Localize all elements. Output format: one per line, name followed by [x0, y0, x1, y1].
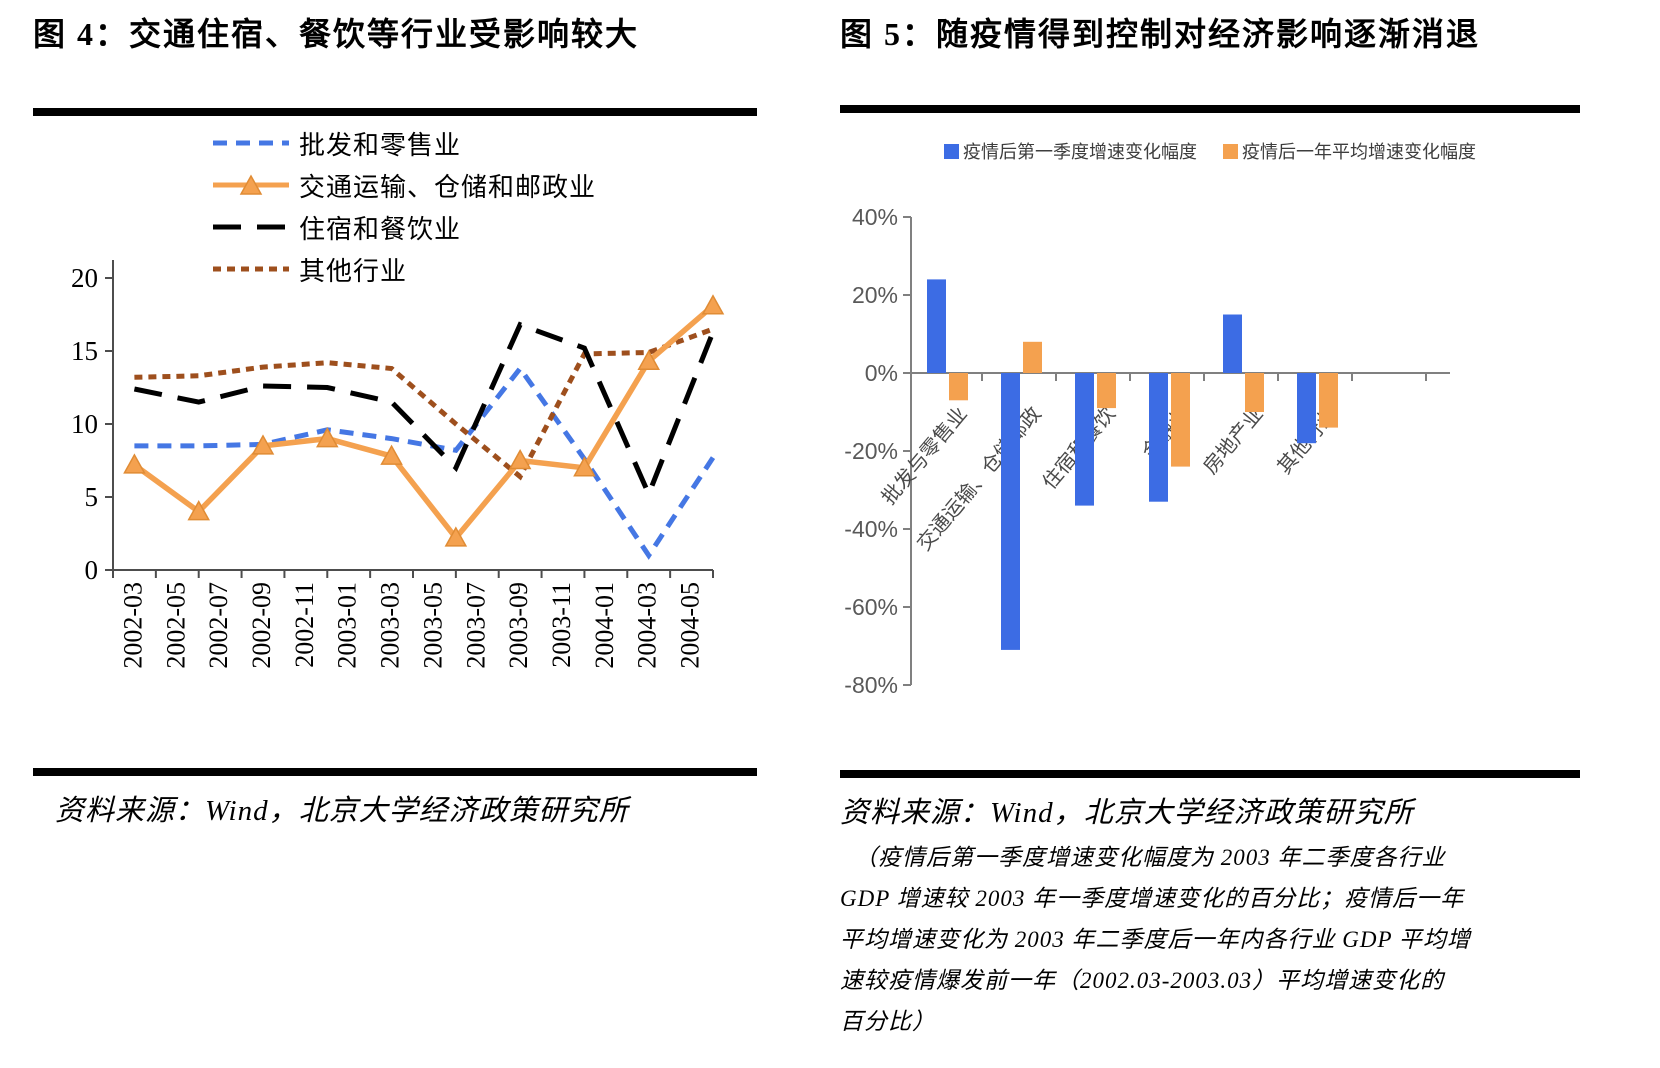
- x-tick-label: 2003-07: [461, 582, 490, 669]
- bar-疫情后第一季度增速变化幅度-金融业: [1149, 373, 1168, 502]
- y-tick-label: 15: [71, 336, 98, 366]
- triangle-marker-icon: [508, 448, 532, 470]
- figure5-legend: 疫情后第一季度增速变化幅度 疫情后一年平均增速变化幅度: [840, 137, 1580, 165]
- figure4-legend-label: 批发和零售业: [299, 130, 462, 160]
- x-tick-label: 2004-03: [633, 582, 662, 669]
- note-line: 速较疫情爆发前一年（2002.03-2003.03）平均增速变化的: [840, 968, 1445, 993]
- triangle-marker-icon: [637, 349, 660, 370]
- figure5-bottom-rule: [840, 770, 1580, 778]
- triangle-marker-icon: [316, 427, 339, 448]
- figure5-legend-label-quarter: 疫情后第一季度增速变化幅度: [963, 142, 1197, 162]
- x-tick-label: 2002-09: [247, 582, 276, 669]
- orange-square-icon: [1223, 143, 1238, 159]
- category-label: 房地产业: [1199, 402, 1268, 478]
- figure4-legend-item: 批发和零售业: [211, 122, 596, 164]
- figure4-legend-item: 住宿和餐饮业: [211, 206, 596, 248]
- legend-line-sample-icon: [213, 224, 289, 230]
- figure4-legend: 批发和零售业交通运输、仓储和邮政业 住宿和餐饮业 其他行业: [211, 122, 596, 290]
- y-tick-label: -40%: [844, 516, 898, 542]
- bar-疫情后一年平均增速变化幅度-交通运输、仓储邮政: [1023, 341, 1042, 373]
- note-line: GDP 增速较 2003 年一季度增速变化的百分比；疫情后一年: [840, 886, 1465, 911]
- bar-疫情后第一季度增速变化幅度-房地产业: [1223, 314, 1242, 373]
- triangle-marker-icon: [187, 500, 210, 521]
- figure5-title: 图 5：随疫情得到控制对经济影响逐渐消退: [840, 16, 1481, 52]
- x-tick-label: 2004-01: [590, 582, 619, 669]
- y-tick-label: 5: [85, 482, 99, 512]
- x-tick-label: 2004-05: [676, 582, 705, 669]
- figure4-top-rule: [33, 108, 757, 116]
- bar-疫情后第一季度增速变化幅度-住宿和餐饮: [1075, 373, 1094, 506]
- figure5-bar-chart: 40%20%0%-20%-40%-60%-80%批发与零售业交通运输、仓储邮政住…: [844, 204, 1450, 698]
- figure5-legend-item-year: 疫情后一年平均增速变化幅度: [1223, 138, 1476, 164]
- bar-疫情后第一季度增速变化幅度-批发与零售业: [927, 279, 946, 373]
- triangle-marker-icon: [123, 453, 146, 474]
- y-tick-label: 20%: [852, 282, 898, 308]
- figure4-panel: 图 4：交通住宿、餐饮等行业受影响较大 批发和零售业交通运输、仓储和邮政业 住宿和…: [33, 0, 757, 829]
- figure5-panel: 图 5：随疫情得到控制对经济影响逐渐消退 疫情后第一季度增速变化幅度 疫情后一年…: [840, 0, 1580, 1042]
- legend-line-sample-icon: [213, 266, 289, 272]
- figure4-title: 图 4：交通住宿、餐饮等行业受影响较大: [33, 16, 640, 52]
- figure4-legend-item: 交通运输、仓储和邮政业: [211, 164, 596, 206]
- figure4-chart-area: 批发和零售业交通运输、仓储和邮政业 住宿和餐饮业 其他行业 0 5 10 15 20 2002…: [33, 116, 757, 690]
- blue-square-icon: [944, 143, 959, 159]
- y-tick-label: 20: [71, 263, 98, 293]
- y-tick-label: 40%: [852, 204, 898, 230]
- y-tick-label: -80%: [844, 672, 898, 698]
- x-tick-label: 2003-01: [333, 582, 362, 669]
- bar-疫情后一年平均增速变化幅度-金融业: [1171, 373, 1190, 467]
- series-line-其他行业: [134, 326, 714, 481]
- legend-line-sample-icon: [213, 140, 289, 146]
- y-tick-label: -60%: [844, 594, 898, 620]
- triangle-marker-icon: [573, 456, 596, 477]
- series-line-交通运输、仓储和邮政业: [132, 303, 715, 543]
- bar-疫情后第一季度增速变化幅度-其他行业: [1297, 373, 1316, 444]
- note-line: 百分比）: [840, 1009, 936, 1034]
- category-label: 交通运输、仓储邮政: [913, 402, 1046, 555]
- y-tick-label: -20%: [844, 438, 898, 464]
- series-line-住宿和餐饮业: [133, 321, 716, 501]
- x-tick-label: 2003-05: [418, 582, 447, 669]
- triangle-marker-icon: [380, 444, 403, 465]
- bar-疫情后一年平均增速变化幅度-住宿和餐饮: [1097, 373, 1116, 409]
- note-line: （疫情后第一季度增速变化幅度为 2003 年二季度各行业: [854, 845, 1446, 870]
- series-line-批发和零售业: [134, 364, 716, 560]
- triangle-marker-icon: [701, 294, 725, 315]
- figure4-line-chart: 0 5 10 15 20 2002-03 2002-05 2002-07 2002-09 2002…: [71, 260, 725, 669]
- y-tick-label: 0%: [865, 360, 898, 386]
- x-tick-label: 2003-11: [547, 582, 576, 668]
- figure5-source: 资料来源：Wind，北京大学经济政策研究所: [840, 797, 1414, 829]
- x-tick-label: 2002-03: [118, 582, 147, 669]
- figure4-bottom-rule: [33, 768, 757, 776]
- x-tick-label: 2002-07: [204, 582, 233, 669]
- figure4-source: 资料来源：Wind，北京大学经济政策研究所: [55, 795, 629, 827]
- y-tick-label: 0: [85, 555, 99, 585]
- note-line: 平均增速变化为 2003 年二季度后一年内各行业 GDP 平均增: [840, 927, 1471, 952]
- bar-疫情后一年平均增速变化幅度-批发与零售业: [949, 373, 968, 401]
- bar-疫情后一年平均增速变化幅度-房地产业: [1245, 373, 1264, 412]
- figure4-legend-item: 其他行业: [211, 248, 596, 290]
- y-tick-label: 10: [71, 409, 98, 439]
- figure4-legend-label: 交通运输、仓储和邮政业: [299, 172, 597, 202]
- figure4-legend-label: 其他行业: [299, 256, 408, 286]
- x-tick-label: 2002-05: [161, 582, 190, 669]
- triangle-marker-icon: [444, 526, 468, 547]
- bar-疫情后一年平均增速变化幅度-其他行业: [1319, 373, 1338, 428]
- bar-疫情后第一季度增速变化幅度-交通运输、仓储邮政: [1001, 373, 1020, 650]
- x-tick-label: 2003-03: [376, 582, 405, 669]
- figure5-note: （疫情后第一季度增速变化幅度为 2003 年二季度各行业 GDP 增速较 200…: [840, 837, 1580, 1042]
- triangle-marker-icon: [251, 434, 275, 455]
- figure5-top-rule: [840, 105, 1580, 113]
- x-tick-label: 2002-11: [290, 582, 319, 668]
- figure5-legend-label-year: 疫情后一年平均增速变化幅度: [1242, 142, 1476, 162]
- x-tick-label: 2003-09: [504, 582, 533, 669]
- legend-line-sample-icon: [213, 174, 289, 195]
- figure4-legend-label: 住宿和餐饮业: [299, 214, 462, 244]
- figure5-legend-item-quarter: 疫情后第一季度增速变化幅度: [944, 138, 1197, 164]
